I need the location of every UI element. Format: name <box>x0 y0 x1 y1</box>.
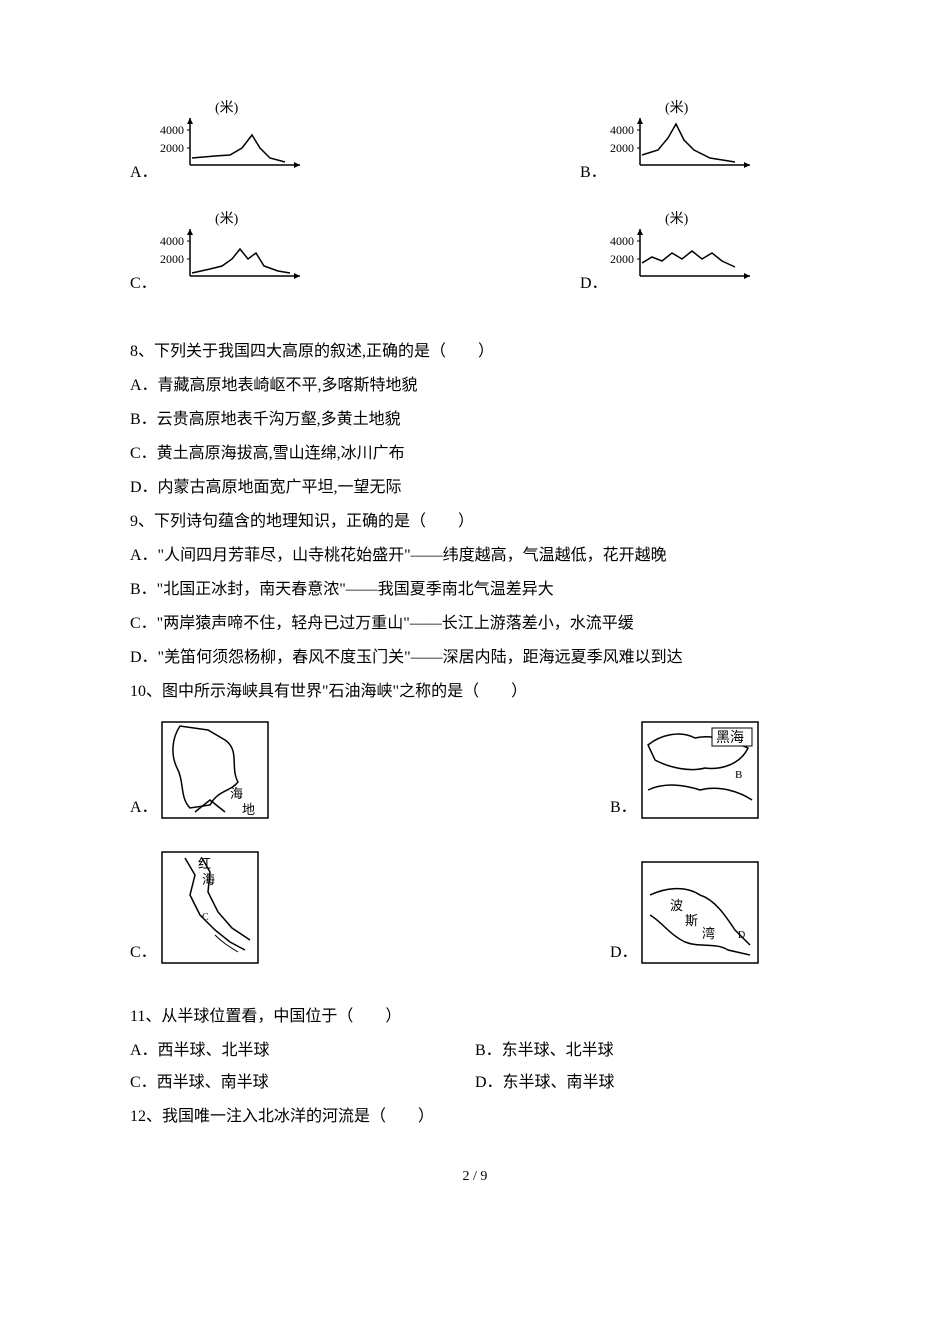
q7-row-cd: C． (米) 4000 2000 D． (米) <box>130 211 820 308</box>
q9-opt-c: C．"两岸猿声啼不住，轻舟已过万重山"——长江上游落差小，水流平缓 <box>130 608 820 640</box>
ytick-2000: 2000 <box>610 141 634 155</box>
q7-option-b-label: B． <box>580 157 610 197</box>
ytick-2000: 2000 <box>160 252 184 266</box>
map-d-label-3: 湾 <box>702 926 715 941</box>
map-b-marker: B <box>735 769 742 781</box>
q9-opt-b: B．"北国正冰封，南天春意浓"——我国夏季南北气温差异大 <box>130 574 820 606</box>
q11-opt-b: B．东半球、北半球 <box>475 1035 820 1067</box>
axis-unit: (米) <box>665 211 689 227</box>
q11-opt-c: C．西半球、南半球 <box>130 1067 475 1099</box>
q7-row-ab: A． (米) 4000 2000 B． (米) <box>130 100 820 197</box>
q7-option-d-label: D． <box>580 268 610 308</box>
page-number: 2 / 9 <box>130 1163 820 1191</box>
q11-opt-a: A．西半球、北半球 <box>130 1035 475 1067</box>
q9-opt-d: D．"羌笛何须怨杨柳，春风不度玉门关"——深居内陆，距海远夏季风难以到达 <box>130 642 820 674</box>
q9-opt-a: A．"人间四月芳菲尽，山寺桃花始盛开"——纬度越高，气温越低，花开越晚 <box>130 540 820 572</box>
q10-option-d-label: D． <box>610 937 640 977</box>
q8-stem: 8、下列关于我国四大高原的叙述,正确的是（ ） <box>130 336 820 368</box>
q10-option-c-label: C． <box>130 937 160 977</box>
q10-option-a-label: A． <box>130 792 160 832</box>
q8-opt-b: B．云贵高原地表千沟万壑,多黄土地貌 <box>130 404 820 436</box>
map-c-label-2: 海 <box>202 872 215 887</box>
axis-unit: (米) <box>665 100 689 116</box>
q9-stem: 9、下列诗句蕴含的地理知识，正确的是（ ） <box>130 506 820 538</box>
q7-option-c-label: C． <box>130 268 160 308</box>
q7-option-a-chart: (米) 4000 2000 <box>160 100 310 197</box>
ytick-2000: 2000 <box>160 141 184 155</box>
q10-row-ab: A． 海 地 B． 黑海 B <box>130 720 820 832</box>
q8-opt-d: D．内蒙古高原地面宽广平坦,一望无际 <box>130 472 820 504</box>
q11-opt-d: D．东半球、南半球 <box>475 1067 820 1099</box>
map-d-marker: D <box>738 930 745 941</box>
q10-map-d: 波 斯 湾 D <box>640 860 760 977</box>
q10-option-b-label: B． <box>610 792 640 832</box>
q7-option-d-chart: (米) 4000 2000 <box>610 211 760 308</box>
q7-option-a-label: A． <box>130 157 160 197</box>
q10-row-cd: C． 红 海 C D． 波 斯 湾 D <box>130 850 820 977</box>
q10-map-b: 黑海 B <box>640 720 760 832</box>
ytick-4000: 4000 <box>160 123 184 137</box>
map-b-label: 黑海 <box>716 730 744 746</box>
axis-unit: (米) <box>215 211 239 227</box>
ytick-2000: 2000 <box>610 252 634 266</box>
q11-row-ab: A．西半球、北半球 B．东半球、北半球 <box>130 1035 820 1067</box>
q8-opt-a: A．青藏高原地表崎岖不平,多喀斯特地貌 <box>130 370 820 402</box>
q12-stem: 12、我国唯一注入北冰洋的河流是（ ） <box>130 1101 820 1133</box>
q7-option-c-chart: (米) 4000 2000 <box>160 211 310 308</box>
q11-stem: 11、从半球位置看，中国位于（ ） <box>130 1001 820 1033</box>
ytick-4000: 4000 <box>610 234 634 248</box>
map-d-label-1: 波 <box>670 898 683 913</box>
axis-unit: (米) <box>215 100 239 116</box>
map-c-marker: C <box>202 912 209 923</box>
q11-row-cd: C．西半球、南半球 D．东半球、南半球 <box>130 1067 820 1099</box>
q10-map-a: 海 地 <box>160 720 270 832</box>
ytick-4000: 4000 <box>610 123 634 137</box>
map-a-label-2: 地 <box>242 802 255 817</box>
ytick-4000: 4000 <box>160 234 184 248</box>
q10-map-c: 红 海 C <box>160 850 260 977</box>
q8-opt-c: C．黄土高原海拔高,雪山连绵,冰川广布 <box>130 438 820 470</box>
map-c-label-1: 红 <box>198 856 211 871</box>
map-a-label-1: 海 <box>230 786 243 801</box>
q10-stem: 10、图中所示海峡具有世界"石油海峡"之称的是（ ） <box>130 676 820 708</box>
map-d-label-2: 斯 <box>685 913 698 928</box>
q7-option-b-chart: (米) 4000 2000 <box>610 100 760 197</box>
